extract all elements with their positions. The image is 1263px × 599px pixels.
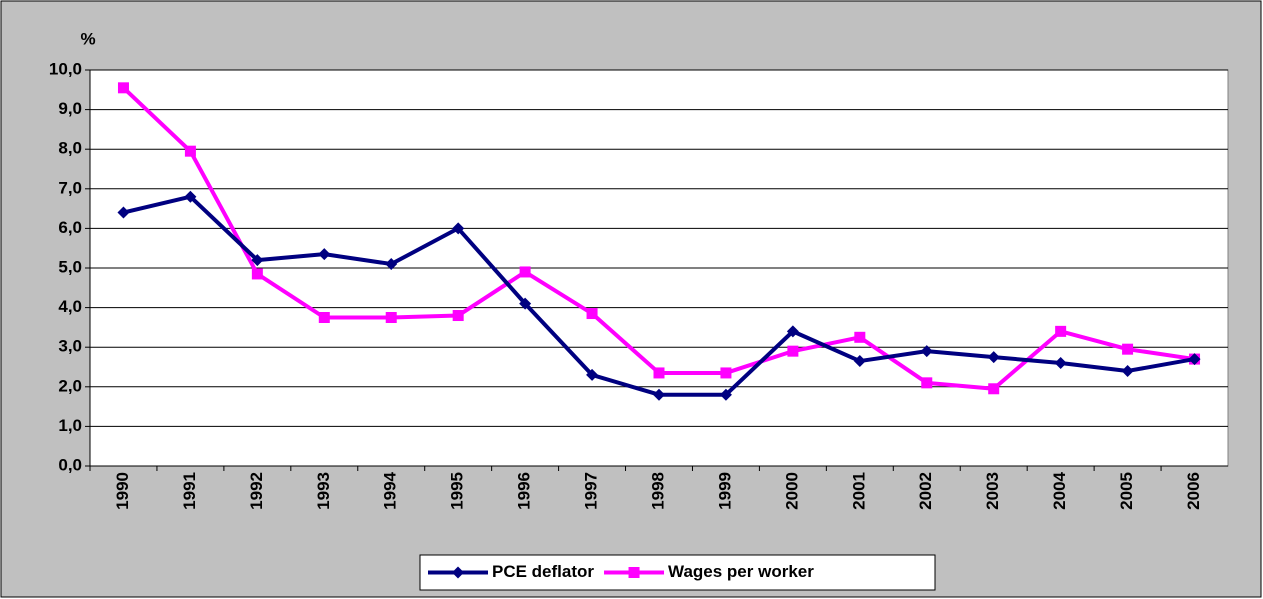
x-tick-label: 2005 bbox=[1117, 472, 1136, 510]
data-point bbox=[586, 308, 598, 320]
data-point bbox=[385, 258, 398, 271]
legend-box bbox=[419, 554, 936, 591]
legend-label: Wages per worker bbox=[668, 562, 814, 581]
data-point bbox=[786, 325, 799, 338]
y-tick-label: 10,0 bbox=[49, 59, 82, 78]
data-point bbox=[1188, 353, 1201, 366]
x-tick-label: 1995 bbox=[448, 472, 467, 510]
data-point bbox=[117, 206, 130, 219]
legend-label: PCE deflator bbox=[492, 562, 594, 581]
x-tick-label: 2001 bbox=[849, 472, 868, 510]
legend-marker bbox=[452, 566, 464, 579]
y-axis-title: % bbox=[80, 29, 95, 48]
data-point bbox=[920, 345, 933, 358]
data-point bbox=[318, 248, 331, 261]
data-point bbox=[519, 297, 532, 310]
x-tick-label: 2006 bbox=[1184, 472, 1203, 510]
y-tick-label: 1,0 bbox=[58, 416, 82, 435]
y-tick-label: 5,0 bbox=[58, 257, 82, 276]
data-point bbox=[586, 368, 599, 381]
data-point bbox=[987, 351, 1000, 364]
y-tick-label: 4,0 bbox=[58, 297, 82, 316]
y-tick-label: 2,0 bbox=[58, 376, 82, 395]
data-point bbox=[988, 383, 1000, 395]
data-point bbox=[653, 367, 665, 379]
y-tick-label: 9,0 bbox=[58, 99, 82, 118]
data-point bbox=[519, 266, 531, 278]
data-point bbox=[117, 82, 129, 94]
data-point bbox=[1055, 325, 1067, 337]
data-point bbox=[853, 355, 866, 368]
x-tick-label: 2000 bbox=[782, 472, 801, 510]
data-point bbox=[653, 388, 665, 401]
data-point bbox=[184, 190, 197, 203]
data-point bbox=[1054, 357, 1067, 370]
x-tick-label: 1990 bbox=[113, 472, 132, 510]
data-point bbox=[921, 377, 933, 389]
data-point bbox=[719, 388, 732, 401]
x-tick-label: 1999 bbox=[715, 472, 734, 510]
x-tick-label: 1997 bbox=[582, 472, 601, 510]
x-tick-label: 1993 bbox=[314, 472, 333, 510]
y-tick-label: 0,0 bbox=[58, 455, 82, 474]
x-tick-label: 1994 bbox=[381, 471, 400, 509]
x-tick-label: 1992 bbox=[247, 472, 266, 510]
data-point bbox=[720, 367, 732, 379]
data-point bbox=[251, 254, 264, 267]
data-point bbox=[854, 331, 866, 343]
data-point bbox=[1121, 364, 1134, 377]
x-tick-label: 2004 bbox=[1050, 471, 1069, 509]
y-tick-label: 3,0 bbox=[58, 337, 82, 356]
data-point bbox=[452, 222, 465, 235]
y-tick-label: 8,0 bbox=[58, 139, 82, 158]
data-point bbox=[318, 312, 330, 323]
legend-marker bbox=[628, 567, 640, 578]
data-point bbox=[452, 310, 464, 322]
data-point bbox=[385, 312, 397, 323]
x-tick-label: 2002 bbox=[916, 472, 935, 510]
x-tick-label: 1996 bbox=[515, 472, 534, 510]
data-point bbox=[251, 268, 263, 280]
x-tick-label: 2003 bbox=[983, 472, 1002, 510]
data-point bbox=[184, 145, 196, 157]
y-tick-label: 6,0 bbox=[58, 218, 82, 237]
x-tick-label: 1998 bbox=[648, 472, 667, 510]
y-tick-label: 7,0 bbox=[58, 178, 82, 197]
data-point bbox=[1122, 343, 1134, 355]
data-point bbox=[787, 345, 799, 357]
x-tick-label: 1991 bbox=[180, 472, 199, 510]
